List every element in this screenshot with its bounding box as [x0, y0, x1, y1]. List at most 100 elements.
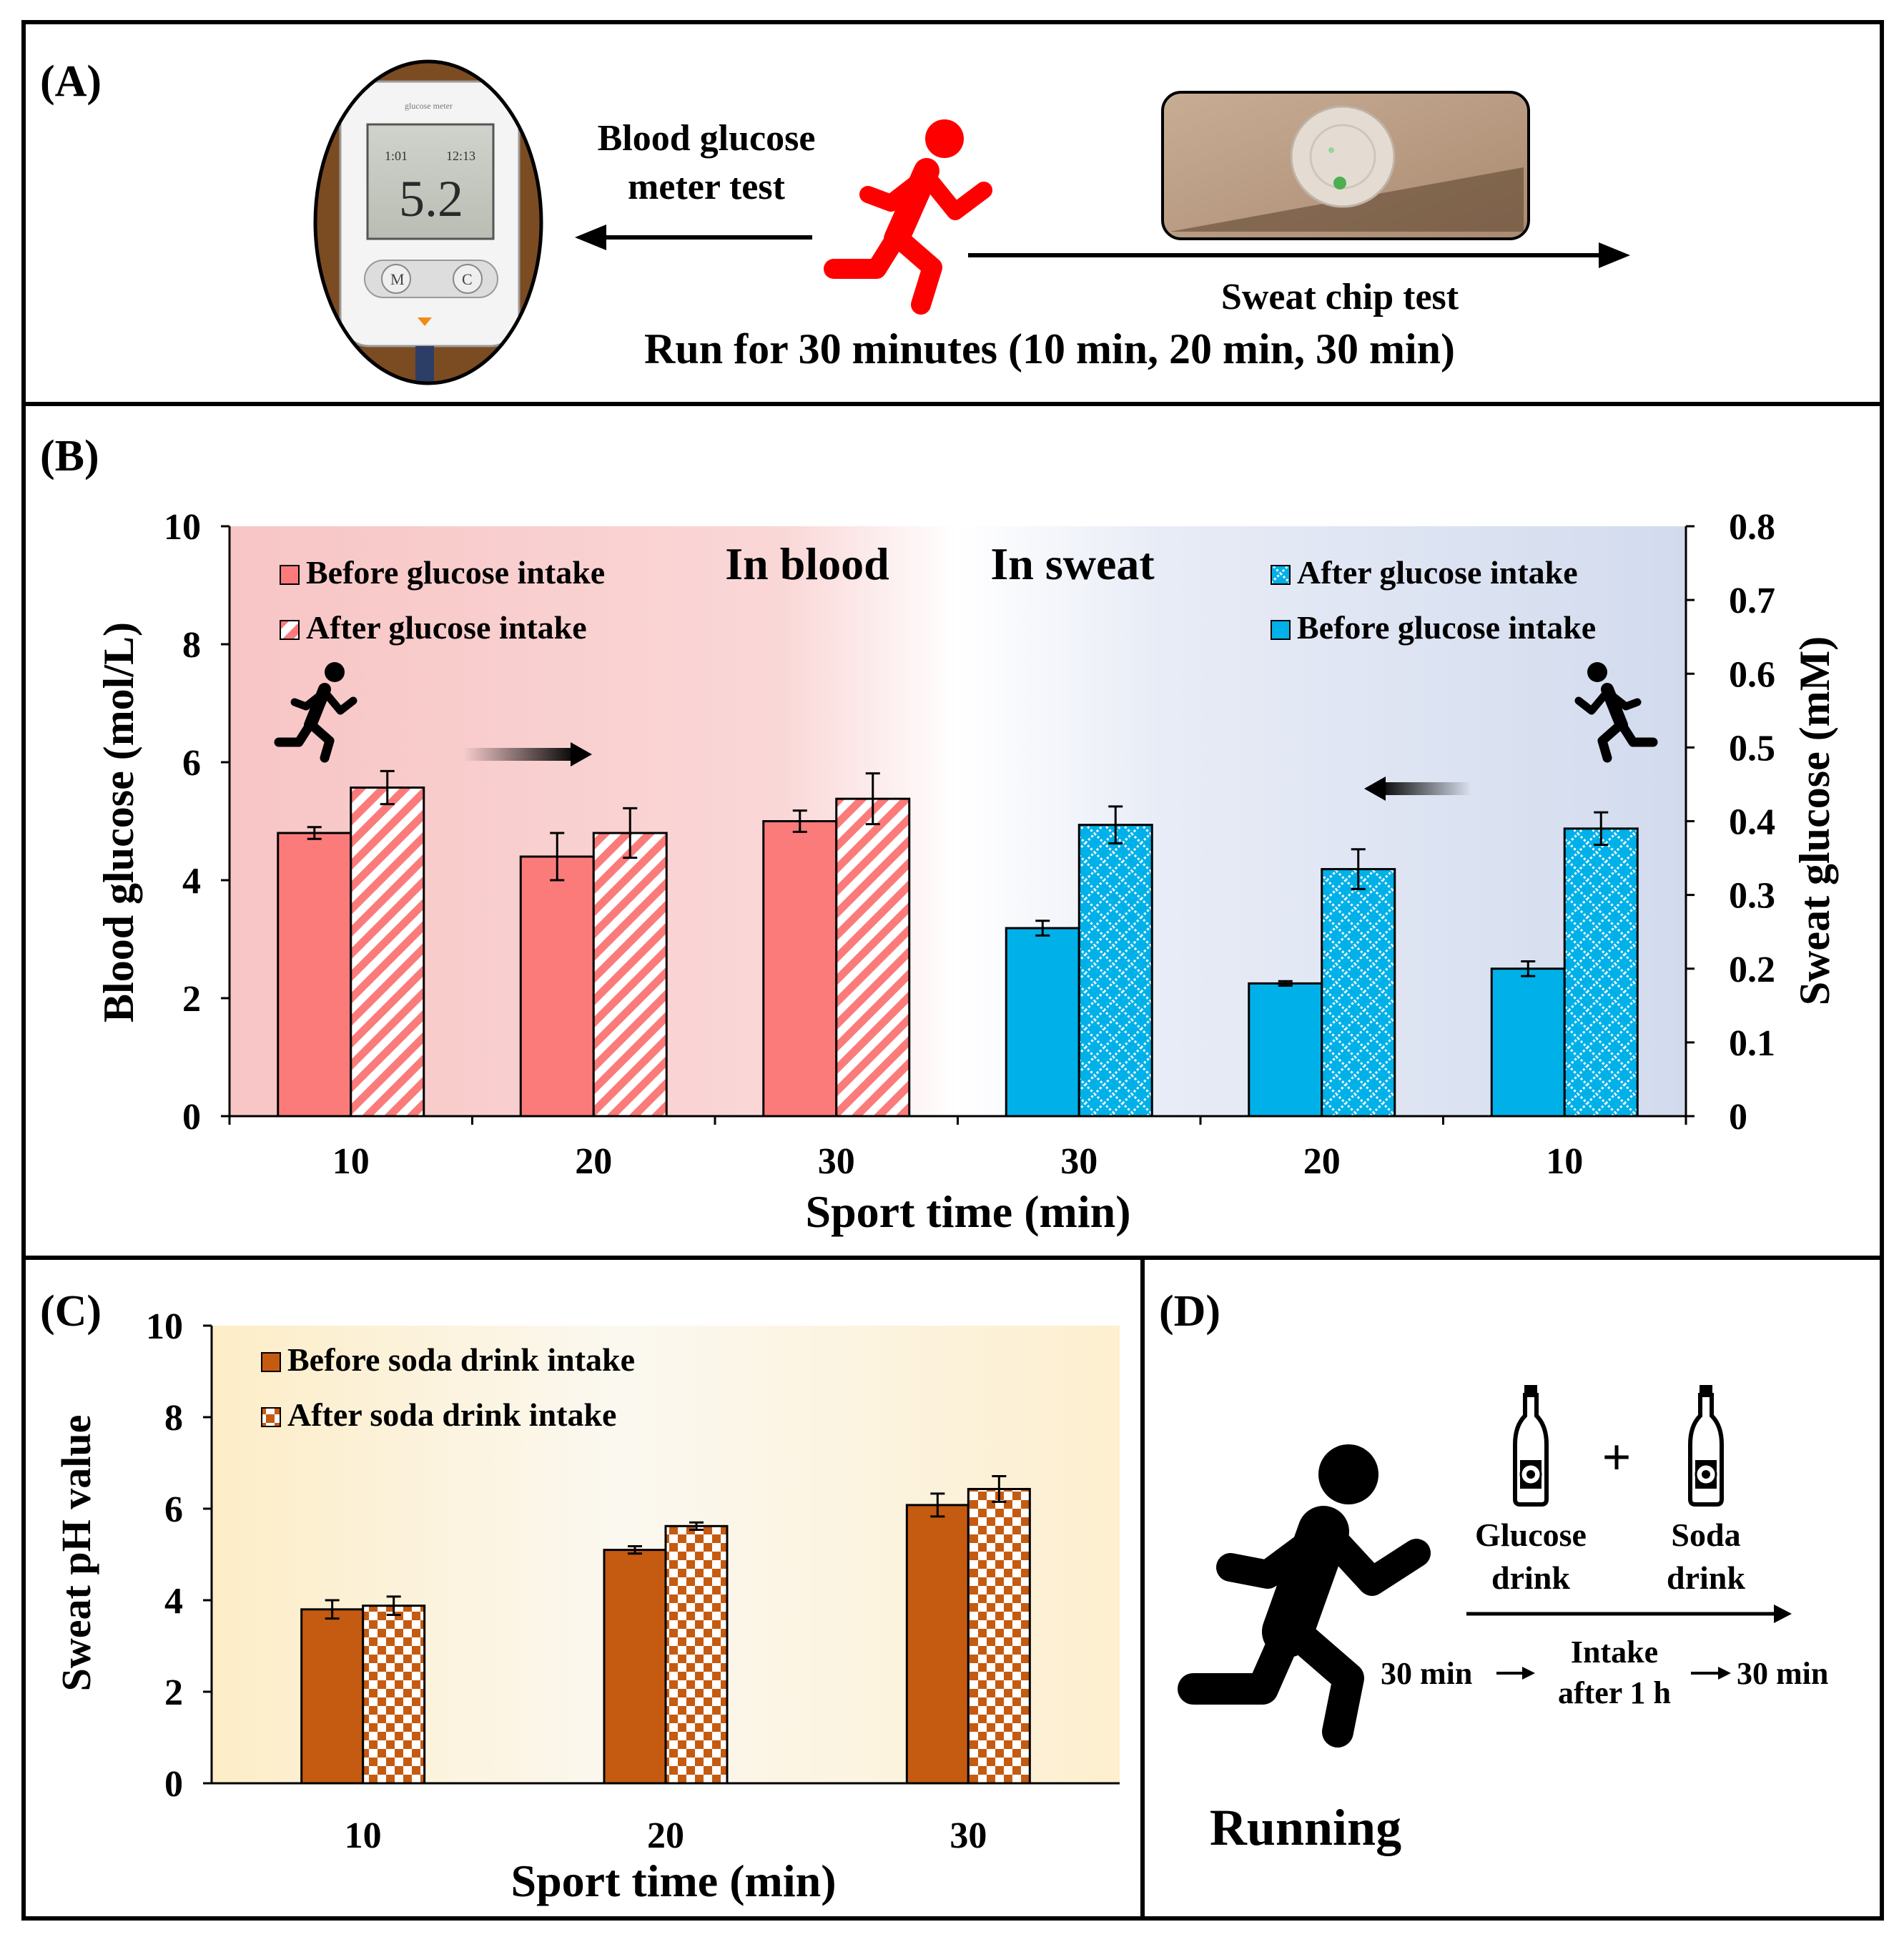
panel-c-bars: [300, 1475, 1031, 1785]
legend-swatch-soda-after: [261, 1407, 281, 1427]
legend-label-sweat-before: Before glucose intake: [1297, 609, 1596, 646]
legend-swatch-sweat-before: [1271, 620, 1291, 640]
running-label: Running: [1210, 1799, 1401, 1856]
region-label-sweat: In sweat: [990, 538, 1155, 589]
legend-right: After glucose intake Before glucose inta…: [1271, 554, 1596, 646]
panel-b-plot-bg: [230, 526, 1686, 1116]
bottle-icon: [1688, 1385, 1724, 1507]
error-bar-soda-after-2: [992, 1475, 1007, 1503]
panel-d-canvas: (D) Running + Glucose drink: [1159, 1287, 1828, 1856]
error-bar-blood-before-0: [307, 826, 322, 840]
soda-drink-line2: drink: [1667, 1559, 1745, 1596]
arrow-right-icon: [463, 742, 592, 767]
b-xtick-label: 10: [1546, 1141, 1583, 1182]
error-bar-soda-before-2: [930, 1492, 945, 1518]
b-y2tick-label: 0: [1729, 1097, 1747, 1138]
runner-icon: [1178, 1444, 1431, 1748]
panel-c-label: (C): [40, 1287, 102, 1336]
arrow-to-chip: [968, 242, 1630, 268]
sweat-chip-photo: [1161, 91, 1530, 240]
bar-sweat-after-2: [1563, 827, 1639, 1118]
bar-soda-after-1: [664, 1524, 729, 1785]
bottle-icon: [1513, 1385, 1549, 1507]
meter-m-button: [381, 264, 411, 294]
b-ytick-label: 0: [182, 1097, 201, 1138]
panel-c-ticks: 0 2 4 6 8 10 10 20 30: [146, 1306, 987, 1856]
glucose-drink-line2: drink: [1491, 1559, 1570, 1596]
meter-c-label: C: [462, 270, 473, 288]
error-bar-sweat-after-0: [1108, 805, 1123, 844]
intake-line2: after 1 h: [1558, 1675, 1671, 1710]
panel-b-ticks: 0 2 4 6 8 10 0 0.1 0.2 0.3 0.4 0.5 0.6 0.7 0.8 10 20 30 30…: [164, 507, 1775, 1182]
bar-blood-after-2: [835, 797, 911, 1118]
bar-blood-before-2: [762, 820, 838, 1118]
runner-icon: [824, 119, 992, 315]
legend-label-blood-after: After glucose intake: [306, 609, 587, 646]
b-ytick-label: 2: [182, 979, 201, 1020]
bar-soda-after-2: [967, 1487, 1031, 1785]
legend-label-soda-before: Before soda drink intake: [287, 1341, 635, 1378]
meter-small-left: 1:01: [385, 149, 408, 163]
b-y2tick-label: 0.4: [1729, 802, 1775, 843]
soda-drink-line1: Soda: [1671, 1517, 1740, 1553]
bar-sweat-before-0: [1005, 927, 1080, 1118]
bar-soda-after-0: [362, 1605, 426, 1785]
start-time: 30 min: [1381, 1656, 1472, 1691]
bar-sweat-after-1: [1321, 868, 1396, 1118]
bar-blood-after-0: [350, 786, 425, 1118]
error-bar-soda-after-0: [386, 1595, 401, 1616]
b-y2tick-label: 0.6: [1729, 654, 1775, 695]
error-bar-sweat-before-2: [1521, 960, 1536, 977]
region-label-blood: In blood: [725, 538, 889, 589]
arrow-to-meter: [575, 225, 812, 250]
error-bar-soda-after-1: [689, 1521, 704, 1531]
glucose-meter-icon: glucose meter 1:01 12:13 5.2 M C: [313, 59, 543, 385]
error-bar-sweat-after-2: [1594, 811, 1609, 846]
c-ytick-label: 2: [164, 1672, 183, 1713]
panel-d-label: (D): [1159, 1287, 1220, 1336]
panel-b-chart: (B) In blood In sweat Before glucose int…: [40, 432, 1838, 1237]
timeline-arrow: [1466, 1605, 1792, 1623]
c-y-axis-title: Sweat pH value: [53, 1415, 99, 1692]
bar-sweat-after-0: [1077, 824, 1153, 1118]
b-xtick-label: 20: [1303, 1141, 1341, 1182]
b-y2tick-label: 0.3: [1729, 876, 1775, 917]
legend-label-blood-before: Before glucose intake: [306, 554, 605, 591]
bar-blood-before-0: [277, 832, 352, 1118]
c-ytick-label: 10: [146, 1306, 183, 1347]
bar-blood-before-1: [519, 855, 595, 1118]
arrow-left-icon: [1364, 777, 1471, 801]
meter-label-line2: meter test: [628, 167, 786, 207]
panel-a-label: (A): [40, 57, 102, 106]
intake-line1: Intake: [1571, 1635, 1658, 1670]
glucose-drink-line1: Glucose: [1475, 1517, 1587, 1553]
legend-label-sweat-after: After glucose intake: [1297, 554, 1578, 591]
panel-d: (D) Running + Glucose drink: [1140, 1256, 1884, 1921]
legend-swatch-blood-after: [280, 620, 300, 640]
meter-small-right: 12:13: [446, 149, 475, 163]
end-time: 30 min: [1737, 1656, 1828, 1691]
bar-sweat-before-2: [1490, 967, 1566, 1118]
runner-icon-right: [1574, 662, 1658, 763]
error-bar-sweat-after-1: [1351, 848, 1366, 890]
panel-c: (C) Before soda drink intake After soda …: [21, 1256, 1145, 1921]
c-xtick-label: 20: [647, 1815, 684, 1856]
c-ytick-label: 4: [164, 1581, 183, 1622]
b-ytick-label: 8: [182, 625, 201, 666]
b-ytick-label: 10: [164, 507, 201, 548]
error-bar-blood-after-2: [865, 772, 880, 826]
legend-swatch-soda-before: [261, 1352, 281, 1372]
error-bar-blood-before-1: [550, 832, 565, 882]
meter-label-line1: Blood glucose: [598, 118, 816, 159]
error-bar-soda-before-1: [628, 1544, 642, 1555]
panel-a: (A) glucose meter 1:01 12:13 5.2 M C: [21, 20, 1884, 406]
panel-a-canvas: (A) glucose meter 1:01 12:13 5.2 M C: [40, 57, 1630, 385]
arrow-icon: [1496, 1667, 1535, 1680]
bar-blood-after-1: [592, 832, 668, 1118]
run-caption: Run for 30 minutes (10 min, 20 min, 30 m…: [644, 325, 1455, 373]
meter-brand: glucose meter: [405, 101, 453, 111]
meter-reading: 5.2: [399, 170, 463, 227]
b-y2tick-label: 0.2: [1729, 950, 1775, 990]
bar-sweat-before-1: [1248, 982, 1323, 1118]
legend-left: Before glucose intake After glucose inta…: [280, 554, 605, 646]
